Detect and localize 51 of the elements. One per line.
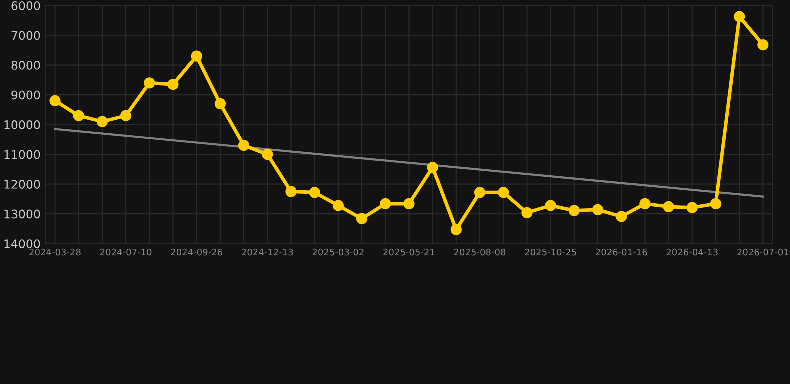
point	[734, 11, 746, 22]
x-tick-label: 2024-09-26	[171, 248, 223, 256]
y-tick-label: 8000	[12, 61, 40, 70]
point	[710, 198, 722, 210]
y-tick-label: 6000	[12, 1, 40, 10]
point	[568, 205, 580, 216]
point	[191, 50, 202, 62]
y-tick-label: 9000	[12, 90, 40, 100]
point	[450, 224, 462, 236]
x-tick-label: 2026-01-16	[596, 248, 648, 256]
x-tick-label: 2026-07-01	[738, 248, 789, 256]
x-tick-label: 2024-07-10	[100, 248, 152, 256]
y-tick-label: 7000	[12, 31, 40, 40]
point	[380, 198, 392, 210]
x-tick-label: 2026-04-13	[666, 248, 718, 256]
point	[474, 187, 486, 198]
x-tick-label: 2024-12-13	[242, 248, 294, 256]
point	[309, 187, 320, 198]
x-tick-label: 2024-03-28	[30, 248, 81, 256]
x-tick-label: 2025-03-02	[312, 248, 364, 256]
point	[356, 213, 368, 224]
point	[592, 204, 604, 216]
x-tick-label: 2025-08-08	[454, 248, 506, 256]
y-tick-label: 10000	[4, 120, 40, 130]
point	[758, 39, 769, 51]
y-tick-label: 11000	[4, 150, 40, 160]
point	[498, 187, 510, 198]
point	[238, 140, 250, 152]
x-tick-label: 2025-05-21	[384, 248, 435, 256]
point	[663, 201, 674, 212]
point	[96, 116, 108, 128]
point	[286, 186, 297, 198]
point	[50, 95, 61, 107]
x-tick-label: 2025-10-25	[525, 248, 576, 256]
y-tick-label: 12000	[4, 180, 40, 189]
point	[404, 198, 415, 210]
point	[262, 149, 274, 160]
point	[168, 79, 179, 90]
point	[144, 78, 156, 89]
y-tick-label: 14000	[4, 240, 40, 248]
point	[120, 110, 132, 122]
point	[332, 200, 344, 212]
y-tick-label: 13000	[4, 210, 40, 219]
point	[640, 198, 651, 210]
point	[686, 202, 698, 214]
point	[73, 110, 84, 122]
point	[214, 98, 226, 110]
point	[616, 211, 628, 222]
point	[522, 207, 533, 218]
point	[545, 200, 556, 212]
point	[427, 162, 438, 174]
